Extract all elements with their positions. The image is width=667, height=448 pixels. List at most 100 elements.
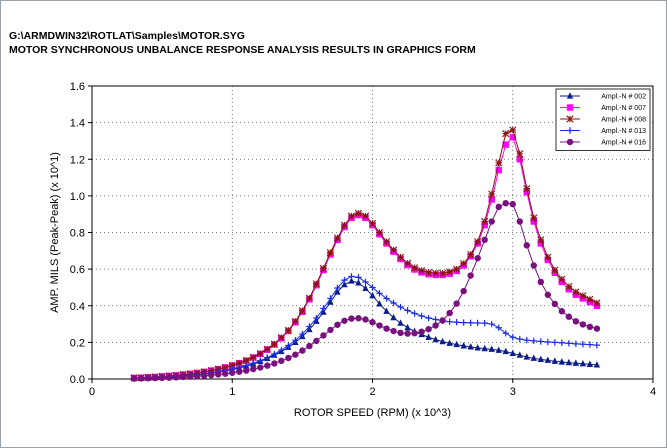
data-point xyxy=(572,359,580,366)
data-point xyxy=(243,367,250,374)
data-point xyxy=(369,319,376,326)
data-point xyxy=(460,287,467,295)
data-point xyxy=(579,360,587,367)
series-5 xyxy=(130,200,601,382)
data-point xyxy=(285,354,292,362)
data-point xyxy=(362,316,369,323)
data-point xyxy=(593,299,601,307)
data-point xyxy=(382,238,391,246)
data-point xyxy=(257,357,264,364)
data-point xyxy=(327,295,334,302)
data-point xyxy=(418,312,425,320)
data-point xyxy=(474,319,481,327)
data-point xyxy=(264,354,271,361)
data-point xyxy=(565,340,573,347)
data-point xyxy=(348,273,355,280)
data-point xyxy=(355,279,362,286)
data-point xyxy=(593,361,601,368)
data-point xyxy=(516,218,523,225)
data-point xyxy=(249,353,257,361)
data-point xyxy=(460,260,468,268)
data-point xyxy=(298,307,306,315)
data-point xyxy=(565,358,573,366)
data-point xyxy=(509,334,516,341)
data-point xyxy=(439,337,446,345)
data-point xyxy=(341,280,348,288)
data-point xyxy=(558,339,566,346)
data-point xyxy=(509,126,517,134)
data-point xyxy=(551,300,559,308)
data-point xyxy=(467,272,474,279)
data-point xyxy=(334,288,341,295)
data-point xyxy=(264,362,271,369)
data-point xyxy=(453,300,460,307)
data-point xyxy=(277,334,285,342)
data-point xyxy=(495,324,502,331)
data-point xyxy=(355,274,362,281)
data-point xyxy=(523,242,530,249)
data-point xyxy=(565,313,573,320)
data-point xyxy=(544,253,552,261)
data-point xyxy=(530,337,537,345)
data-point xyxy=(586,360,594,367)
data-point xyxy=(404,323,411,331)
data-point xyxy=(271,350,278,358)
y-tick-label: 1.2 xyxy=(70,154,85,166)
data-point xyxy=(502,130,510,138)
data-point xyxy=(403,259,412,267)
data-point xyxy=(228,361,236,370)
data-point xyxy=(376,290,383,297)
legend-label: Ampl.-N # 016 xyxy=(601,140,646,147)
data-point xyxy=(446,339,453,346)
data-point xyxy=(320,305,327,312)
data-point xyxy=(411,310,418,317)
data-point xyxy=(460,342,467,349)
data-point xyxy=(334,321,341,328)
data-point xyxy=(299,330,306,338)
data-point xyxy=(446,268,454,276)
data-point xyxy=(565,282,573,291)
data-point xyxy=(215,371,222,378)
data-point xyxy=(425,314,432,322)
file-path: G:\ARMDWIN32\ROTLAT\Samples\MOTOR.SYG xyxy=(9,30,245,42)
legend-marker xyxy=(566,138,574,146)
data-point xyxy=(453,340,460,348)
data-point xyxy=(432,322,439,329)
data-point xyxy=(327,326,334,334)
data-point xyxy=(299,347,306,354)
y-tick-label: 0.0 xyxy=(70,374,85,386)
data-point xyxy=(390,327,397,335)
data-point xyxy=(186,373,194,380)
data-point xyxy=(523,189,530,196)
data-point xyxy=(453,265,461,273)
data-point xyxy=(292,351,299,358)
data-point xyxy=(530,262,537,269)
data-point xyxy=(193,373,201,380)
data-point xyxy=(558,308,566,315)
data-point xyxy=(460,319,467,326)
data-point xyxy=(404,307,411,314)
data-point xyxy=(340,221,349,229)
data-point xyxy=(495,167,502,174)
legend-marker xyxy=(566,104,574,111)
data-point xyxy=(278,346,285,354)
legend-marker xyxy=(566,92,574,99)
data-point xyxy=(481,217,489,226)
y-tick-label: 0.6 xyxy=(70,264,85,276)
data-point xyxy=(579,321,587,328)
data-point xyxy=(432,269,440,277)
data-point xyxy=(593,341,601,349)
data-point xyxy=(558,358,566,365)
data-point xyxy=(208,371,215,379)
legend-marker xyxy=(566,115,574,123)
x-tick-label: 2 xyxy=(369,386,375,398)
data-point xyxy=(144,375,152,382)
data-point xyxy=(410,264,419,272)
data-point xyxy=(481,236,488,244)
data-point xyxy=(235,359,243,367)
y-tick-label: 1.4 xyxy=(70,118,85,130)
data-point xyxy=(376,300,383,307)
data-point xyxy=(250,365,257,373)
data-point xyxy=(396,253,405,261)
y-tick-label: 1.0 xyxy=(70,191,85,203)
